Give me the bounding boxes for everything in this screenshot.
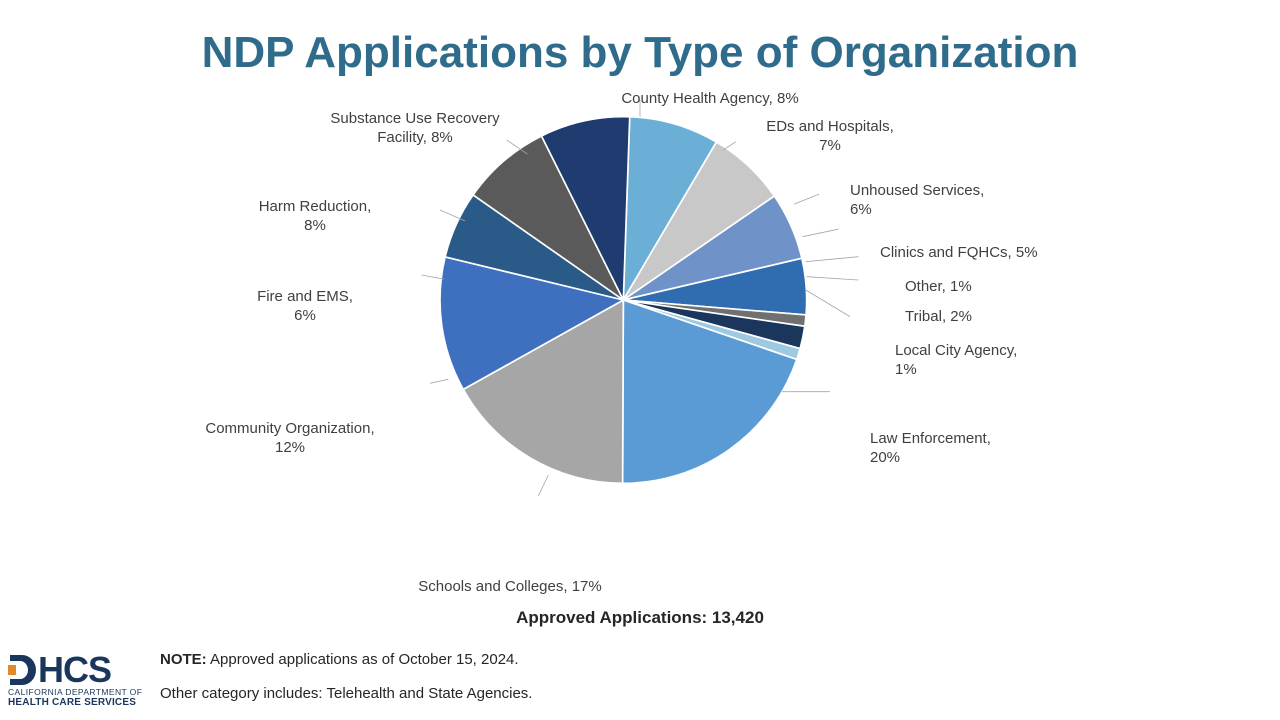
slice-label: Community Organization, 12% [180, 420, 400, 458]
leader-line [807, 277, 859, 280]
logo-line1: CALIFORNIA DEPARTMENT OF [8, 687, 158, 697]
note-label: NOTE: [160, 651, 207, 668]
note-text: Approved applications as of October 15, … [207, 651, 519, 668]
slice-label: Schools and Colleges, 17% [380, 578, 640, 597]
leader-line [794, 194, 819, 204]
logo-text: HCS [38, 654, 111, 686]
leader-line [806, 257, 859, 262]
footnote-1: NOTE: Approved applications as of Octobe… [160, 651, 519, 668]
slice-label: Tribal, 2% [905, 308, 1055, 327]
leader-line [806, 290, 850, 317]
chart-title: NDP Applications by Type of Organization [0, 28, 1280, 78]
slice-label: Unhoused Services, 6% [850, 182, 1030, 220]
leader-line [430, 379, 448, 383]
slice-label: Fire and EMS, 6% [225, 288, 385, 326]
slice-label: EDs and Hospitals, 7% [740, 118, 920, 156]
leader-line [803, 229, 839, 237]
slice-label: Substance Use Recovery Facility, 8% [300, 110, 530, 148]
slice-label: County Health Agency, 8% [600, 90, 820, 109]
pie-chart [0, 100, 1280, 600]
slice-label: Other, 1% [905, 278, 1055, 297]
logo-line2: HEALTH CARE SERVICES [8, 697, 158, 708]
approved-caption: Approved Applications: 13,420 [0, 608, 1280, 628]
leader-line [538, 475, 548, 496]
slice-label: Local City Agency, 1% [895, 342, 1075, 380]
dhcs-logo: HCS CALIFORNIA DEPARTMENT OF HEALTH CARE… [8, 653, 158, 708]
logo-mark-icon [8, 653, 36, 687]
leader-line [723, 142, 736, 150]
footnote-2: Other category includes: Telehealth and … [160, 685, 532, 702]
slice-label: Law Enforcement, 20% [870, 430, 1050, 468]
slice-label: Harm Reduction, 8% [225, 198, 405, 236]
slice-label: Clinics and FQHCs, 5% [880, 244, 1100, 263]
